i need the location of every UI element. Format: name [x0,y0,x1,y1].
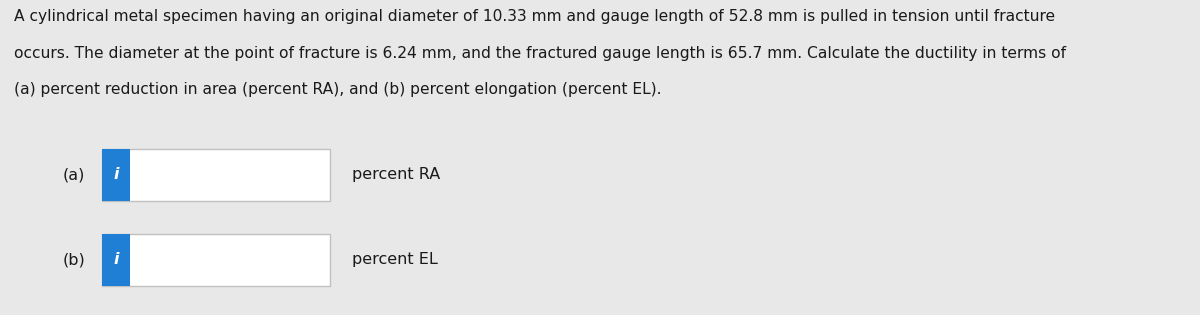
FancyBboxPatch shape [102,149,330,201]
FancyBboxPatch shape [102,234,330,286]
Text: percent RA: percent RA [352,167,440,182]
Text: (a): (a) [62,167,85,182]
FancyBboxPatch shape [102,149,130,201]
Text: (a) percent reduction in area (percent RA), and (b) percent elongation (percent : (a) percent reduction in area (percent R… [14,82,662,97]
Text: occurs. The diameter at the point of fracture is 6.24 mm, and the fractured gaug: occurs. The diameter at the point of fra… [14,46,1067,61]
Text: (b): (b) [62,252,85,267]
FancyBboxPatch shape [102,234,130,286]
Text: A cylindrical metal specimen having an original diameter of 10.33 mm and gauge l: A cylindrical metal specimen having an o… [14,9,1056,25]
Text: i: i [113,167,119,182]
Text: percent EL: percent EL [352,252,437,267]
Text: i: i [113,252,119,267]
